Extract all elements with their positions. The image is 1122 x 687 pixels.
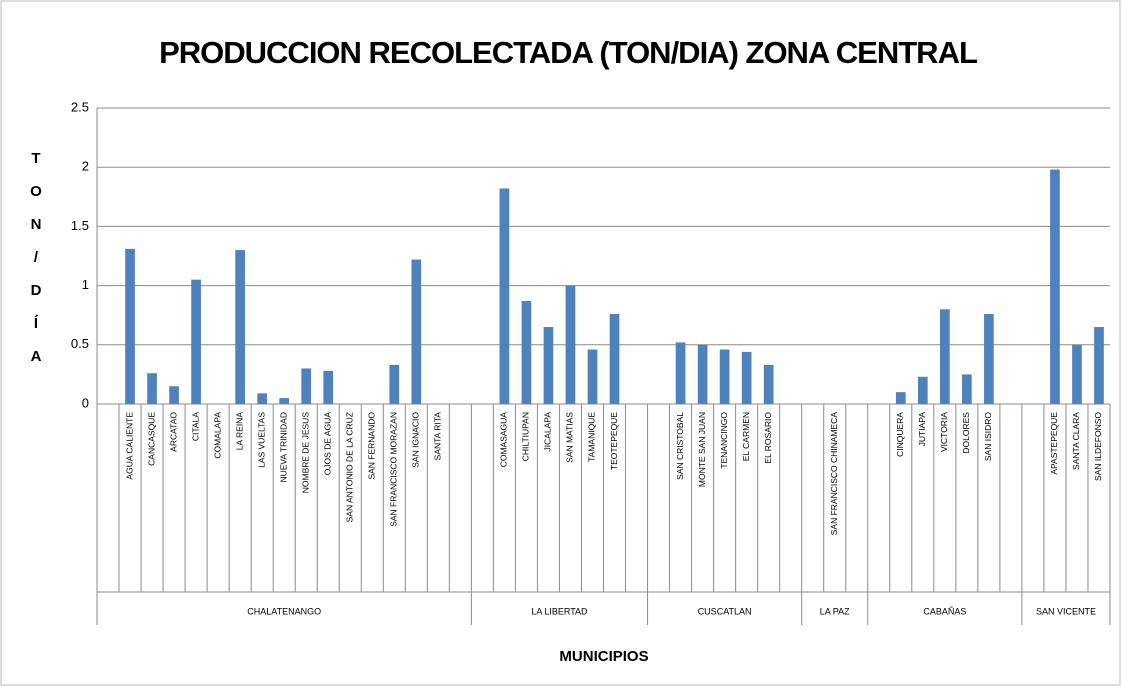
- x-tick-label: TEOTEPEQUE: [609, 412, 619, 470]
- x-tick-label: LAS VUELTAS: [256, 412, 266, 468]
- group-label: LA PAZ: [820, 606, 850, 616]
- x-tick-label: OJOS DE AGUA: [322, 412, 332, 476]
- x-tick-label: TAMANIQUE: [587, 412, 597, 462]
- y-tick-label: 1: [82, 277, 89, 292]
- group-label: LA LIBERTAD: [531, 606, 588, 616]
- x-tick-label: SAN FERNANDO: [367, 412, 377, 480]
- x-tick-label: SANTA RITA: [433, 412, 443, 461]
- bar: [499, 188, 510, 404]
- chart-title: PRODUCCION RECOLECTADA (TON/DIA) ZONA CE…: [159, 35, 977, 70]
- x-tick-label: SAN ISIDRO: [983, 412, 993, 462]
- x-tick-label: COMASAGUA: [499, 412, 509, 468]
- x-tick-label: MONTE SAN JUAN: [697, 412, 707, 487]
- bar: [587, 349, 598, 404]
- bar: [939, 309, 950, 404]
- x-tick-label: NUEVA TRINIDAD: [278, 412, 288, 483]
- y-tick-label: 2: [82, 159, 89, 174]
- group-label: CUSCATLAN: [698, 606, 752, 616]
- y-axis-label: TON/DÍA: [28, 150, 45, 381]
- bar: [697, 344, 708, 404]
- group-label: CHALATENANGO: [247, 606, 321, 616]
- x-tick-label: COMALAPA: [212, 412, 222, 459]
- bar: [609, 314, 620, 404]
- x-tick-label: LA REINA: [234, 412, 244, 451]
- bar: [169, 386, 179, 404]
- group-label: SAN VICENTE: [1036, 606, 1096, 616]
- bar: [411, 259, 422, 404]
- bar: [917, 376, 928, 404]
- bar: [147, 373, 157, 404]
- bar: [125, 248, 135, 404]
- y-tick-label: 0.5: [71, 336, 89, 351]
- x-tick-label: JUTIAPA: [917, 412, 927, 447]
- bar: [962, 374, 972, 404]
- bar: [675, 342, 686, 404]
- y-tick-label: 1.5: [71, 218, 89, 233]
- x-tick-label: SAN ILDEFONSO: [1093, 412, 1103, 481]
- bar: [521, 300, 532, 404]
- x-tick-label: SAN FRANCISCO CHINAMECA: [829, 412, 839, 536]
- bar: [323, 370, 334, 404]
- bar: [1072, 344, 1082, 404]
- x-tick-label: JICALAPA: [543, 412, 553, 452]
- x-tick-label: CITALA: [190, 412, 200, 441]
- bar: [565, 285, 576, 404]
- bar: [1094, 327, 1104, 404]
- x-tick-label: ARCATAO: [168, 412, 178, 452]
- x-tick-label: EL ROSARIO: [763, 412, 773, 464]
- x-tick-label: CANCASQUE: [146, 412, 156, 466]
- x-tick-label: SANTA CLARA: [1071, 412, 1081, 470]
- bar: [763, 364, 774, 404]
- x-tick-label: SAN CRISTOBAL: [675, 412, 685, 480]
- bar: [984, 314, 994, 404]
- x-tick-label: NOMBRE DE JESUS: [300, 412, 310, 494]
- bar: [257, 393, 268, 404]
- x-tick-label: EL CARMEN: [741, 412, 751, 461]
- x-tick-label: AGUA CALIENTE: [124, 412, 134, 480]
- bar: [235, 250, 245, 404]
- x-tick-label: VICTORIA: [939, 412, 949, 452]
- bar: [301, 368, 312, 404]
- x-axis-label: MUNICIPIOS: [559, 648, 648, 665]
- bar: [741, 351, 752, 404]
- group-label: CABAÑAS: [923, 606, 966, 616]
- x-tick-label: CINQUERA: [895, 412, 905, 457]
- x-tick-label: CHILTIUPAN: [521, 412, 531, 461]
- bar: [1050, 169, 1060, 404]
- y-tick-label: 0: [82, 395, 89, 410]
- x-tick-label: SAN MATIAS: [565, 412, 575, 463]
- x-tick-label: SAN IGNACIO: [411, 412, 421, 468]
- bar: [543, 327, 554, 404]
- bar: [719, 349, 730, 404]
- bar: [279, 398, 290, 404]
- x-tick-label: APASTEPEQUE: [1049, 412, 1059, 475]
- x-tick-label: TENANCINGO: [719, 412, 729, 469]
- x-tick-label: SAN FRANCISCO MORAZAN: [389, 412, 399, 527]
- y-tick-label: 2.5: [71, 99, 89, 114]
- x-tick-label: SAN ANTONIO DE LA CRUZ: [345, 412, 355, 522]
- x-tick-label: DOLORES: [961, 412, 971, 454]
- bar: [191, 279, 201, 404]
- bar: [895, 392, 906, 404]
- bar: [389, 364, 400, 404]
